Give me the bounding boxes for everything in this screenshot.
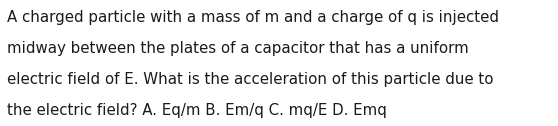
Text: A charged particle with a mass of m and a charge of q is injected: A charged particle with a mass of m and … — [7, 10, 499, 25]
Text: the electric field? A. Eq/m B. Em/q C. mq/E D. Emq: the electric field? A. Eq/m B. Em/q C. m… — [7, 103, 387, 118]
Text: midway between the plates of a capacitor that has a uniform: midway between the plates of a capacitor… — [7, 41, 469, 56]
Text: electric field of E. What is the acceleration of this particle due to: electric field of E. What is the acceler… — [7, 72, 493, 87]
